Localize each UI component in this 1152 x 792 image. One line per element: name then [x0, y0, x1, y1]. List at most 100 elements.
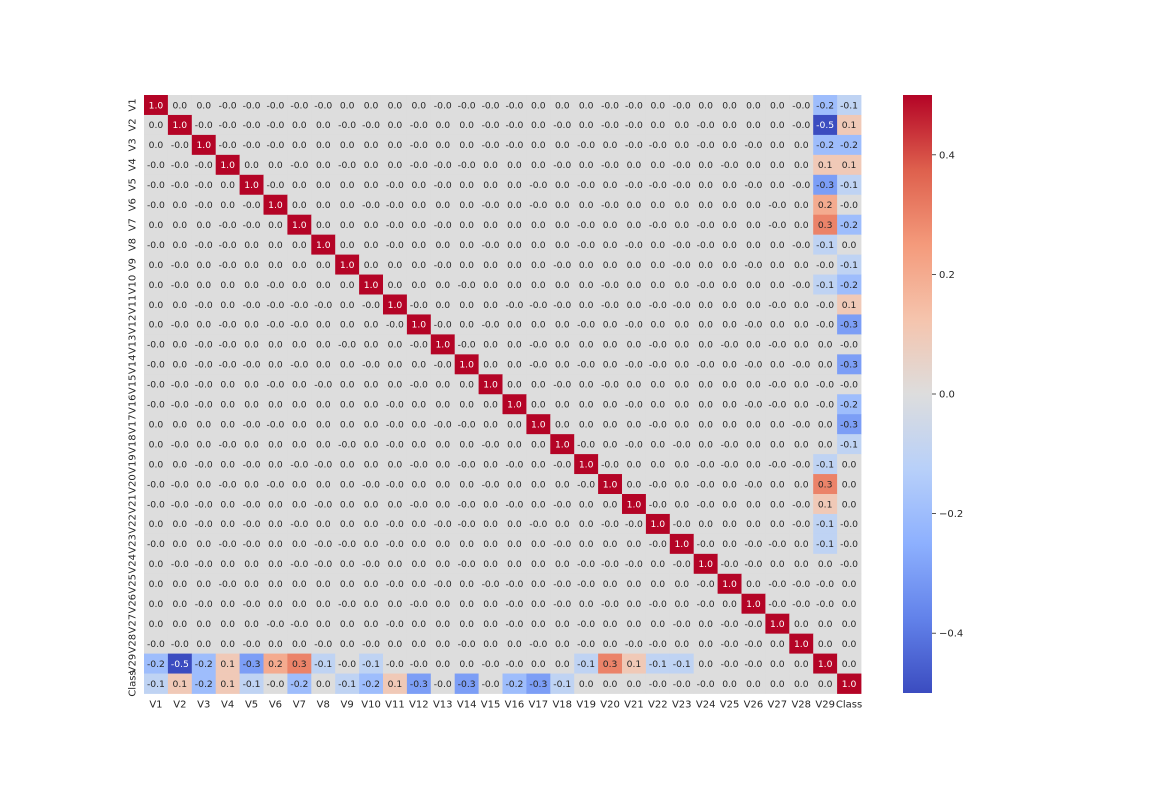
- cell-value-label: -0.0: [195, 380, 213, 391]
- heatmap-cell-V13-Class: [837, 334, 862, 355]
- cell-value-label: -0.0: [362, 360, 380, 371]
- cell-value-label: -0.0: [768, 539, 786, 550]
- heatmap-cell-V4-V21: [622, 154, 647, 176]
- y-tick-label: V13: [128, 335, 139, 355]
- cell-value-label: -0.1: [840, 439, 858, 450]
- cell-value-label: -0.0: [673, 160, 691, 171]
- heatmap-cell-V10-V16: [502, 274, 527, 295]
- heatmap-cell-V9-V20: [598, 254, 623, 275]
- cell-value-label: 0.0: [507, 479, 522, 490]
- cell-value-label: -0.0: [744, 659, 762, 670]
- heatmap-cell-V7-V6: [263, 214, 288, 236]
- heatmap-cell-V7-V28: [789, 214, 814, 236]
- cell-value-label: 0.0: [435, 120, 450, 131]
- heatmap-cell-V17-V15: [478, 414, 503, 435]
- heatmap-cell-V1-V2: [167, 95, 193, 116]
- cell-value-label: 0.0: [531, 280, 546, 291]
- heatmap-cell-V28-V2: [167, 633, 193, 654]
- cell-value-label: -0.0: [338, 340, 356, 351]
- cell-value-label: 0.0: [388, 360, 403, 371]
- cell-value-label: -0.0: [171, 140, 189, 151]
- heatmap-cell-V16-V13: [430, 394, 456, 415]
- heatmap-cell-V23-V18: [550, 533, 575, 555]
- cell-value-label: 0.0: [651, 619, 666, 630]
- cell-value-label: -0.3: [840, 320, 858, 331]
- heatmap-cell-V20-V23: [669, 474, 695, 495]
- cell-value-label: 0.0: [794, 400, 809, 411]
- heatmap-cell-V11-V9: [335, 294, 360, 315]
- cell-value-label: 0.0: [674, 639, 689, 650]
- cell-value-label: 0.0: [651, 559, 666, 570]
- cell-value-label: -0.2: [195, 659, 213, 670]
- cell-value-label: 0.0: [435, 559, 450, 570]
- cell-value-label: -0.0: [673, 439, 691, 450]
- y-tick-label: V21: [128, 494, 139, 514]
- cell-value-label: -0.0: [792, 180, 810, 191]
- cell-value-label: 0.0: [220, 180, 235, 191]
- heatmap-cell-V11-V28: [789, 294, 814, 315]
- colorbar-tick-label: −0.4: [939, 629, 963, 640]
- heatmap-cell-V11-V3: [191, 294, 217, 315]
- cell-value-label: -0.0: [266, 380, 284, 391]
- heatmap-cell-V17-V9: [335, 414, 360, 435]
- heatmap-cell-V5-V17: [526, 174, 551, 196]
- heatmap-cell-V28-V24: [693, 633, 718, 654]
- heatmap-cell-V12-V3: [191, 314, 217, 335]
- heatmap-cell-V13-V3: [191, 334, 217, 355]
- heatmap-cell-V12-V2: [167, 314, 193, 335]
- heatmap-cell-V10-V19: [574, 274, 599, 295]
- heatmap-cell-V6-V26: [741, 194, 766, 216]
- cell-value-label: 0.0: [770, 659, 785, 670]
- cell-value-label: -0.0: [219, 539, 237, 550]
- cell-value-label: -0.0: [577, 639, 595, 650]
- heatmap-cell-V28-V8: [311, 633, 336, 654]
- cell-value-label: 0.0: [579, 400, 594, 411]
- cell-value-label: -0.0: [792, 599, 810, 610]
- cell-value-label: 0.0: [435, 439, 450, 450]
- heatmap-cell-V22-Class: [837, 513, 862, 535]
- cell-value-label: 0.0: [364, 380, 379, 391]
- heatmap-cell-V1-V24: [693, 95, 718, 116]
- cell-value-label: 0.0: [196, 220, 211, 231]
- heatmap-cell-V25-V21: [622, 573, 647, 595]
- cell-value-label: 0.0: [459, 539, 474, 550]
- heatmap-cell-V11-V22: [645, 294, 671, 315]
- cell-value-label: 0.0: [340, 499, 355, 510]
- heatmap-cell-V7-V23: [669, 214, 695, 236]
- heatmap-cell-V23-V8: [311, 533, 336, 555]
- cell-value-label: 0.0: [603, 340, 618, 351]
- cell-value-label: 0.0: [340, 559, 355, 570]
- cell-value-label: -0.0: [649, 180, 667, 191]
- cell-value-label: -0.0: [314, 380, 332, 391]
- heatmap-cell-V6-V2: [167, 194, 193, 216]
- cell-value-label: -0.0: [338, 659, 356, 670]
- heatmap-cell-V19-V17: [526, 454, 551, 475]
- cell-value-label: -0.0: [744, 320, 762, 331]
- cell-value-label: -0.0: [171, 479, 189, 490]
- cell-value-label: 0.0: [770, 419, 785, 430]
- heatmap-cell-V12-V19: [574, 314, 599, 335]
- cell-value-label: -0.3: [816, 180, 834, 191]
- cell-value-label: 0.0: [459, 380, 474, 391]
- heatmap-cell-V20-V6: [263, 474, 288, 495]
- y-tick-label: V12: [128, 315, 139, 335]
- heatmap-cell-V28-Class: [837, 633, 862, 654]
- heatmap-cell-V14-V21: [622, 354, 647, 375]
- heatmap-cell-V23-V27: [765, 533, 790, 555]
- heatmap-cell-V22-V28: [789, 513, 814, 535]
- heatmap-cell-V28-V21: [622, 633, 647, 654]
- heatmap-cell-V15-V17: [526, 374, 551, 395]
- cell-value-label: 0.0: [507, 360, 522, 371]
- heatmap-cell-V3-V8: [311, 134, 336, 156]
- cell-value-label: -0.0: [744, 639, 762, 650]
- heatmap-cell-V29-V27: [765, 653, 790, 674]
- heatmap-cell-V7-V21: [622, 214, 647, 236]
- cell-value-label: -0.0: [243, 639, 261, 650]
- heatmap-cell-V13-V8: [311, 334, 336, 355]
- cell-value-label: -0.3: [840, 360, 858, 371]
- heatmap-cell-V29-V16: [502, 653, 527, 674]
- y-tick-label: V26: [128, 594, 139, 614]
- heatmap-cell-V17-V6: [263, 414, 288, 435]
- heatmap-cell-V18-V18: [550, 434, 575, 455]
- cell-value-label: -0.0: [505, 120, 523, 131]
